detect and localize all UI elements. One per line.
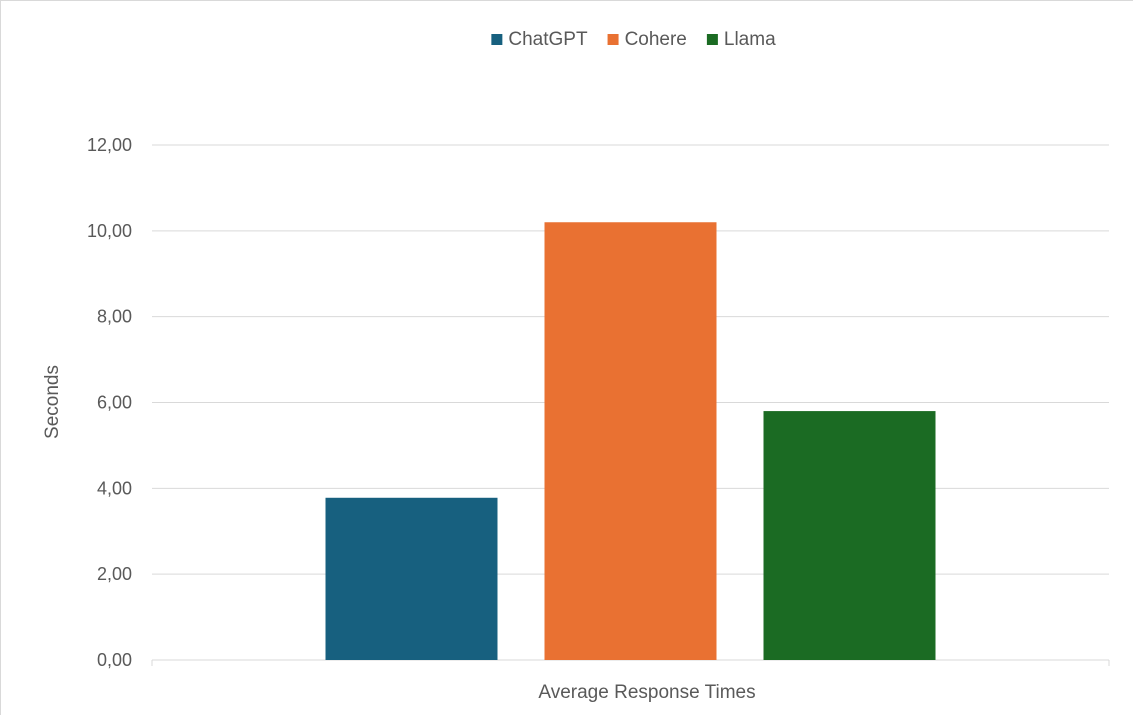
y-tick-label: 6,00 (97, 393, 132, 413)
legend-label-chatgpt: ChatGPT (508, 29, 588, 50)
y-tick-label: 0,00 (97, 650, 132, 670)
y-tick-labels: 0,00 2,00 4,00 6,00 8,00 10,00 12,00 (87, 135, 132, 670)
bar-cohere (544, 222, 717, 660)
x-category-label: Average Response Times (538, 682, 755, 703)
bar-llama (763, 411, 936, 660)
legend-swatch-cohere (607, 34, 619, 45)
y-axis-title: Seconds (42, 365, 63, 439)
legend-label-cohere: Cohere (625, 29, 687, 50)
y-tick-label: 8,00 (97, 307, 132, 327)
y-tick-label: 12,00 (87, 135, 132, 155)
y-tick-label: 2,00 (97, 564, 132, 584)
legend-swatch-llama (706, 34, 718, 45)
legend-swatch-chatgpt (491, 34, 503, 45)
y-tick-label: 4,00 (97, 478, 132, 498)
y-tick-label: 10,00 (87, 221, 132, 241)
legend-label-llama: Llama (724, 29, 776, 50)
legend: ChatGPT Cohere Llama (491, 29, 776, 50)
bar-chatgpt (325, 497, 498, 660)
bars (325, 222, 936, 660)
